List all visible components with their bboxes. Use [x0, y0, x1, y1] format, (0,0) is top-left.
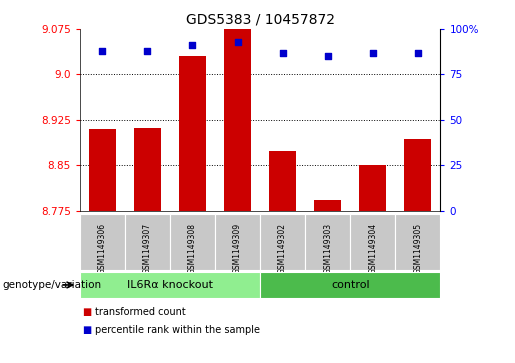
Bar — [404, 139, 431, 211]
Bar — [269, 151, 296, 211]
Text: GSM1149308: GSM1149308 — [188, 223, 197, 274]
Text: GSM1149307: GSM1149307 — [143, 223, 152, 274]
Bar — [89, 129, 116, 211]
Bar — [179, 56, 206, 211]
Bar — [314, 200, 341, 211]
Text: GSM1149305: GSM1149305 — [414, 223, 422, 274]
Text: transformed count: transformed count — [95, 307, 186, 317]
Text: control: control — [331, 280, 369, 290]
Text: GSM1149306: GSM1149306 — [98, 223, 107, 274]
Text: ■: ■ — [82, 307, 92, 317]
Point — [279, 50, 287, 56]
Bar — [80, 214, 125, 270]
Text: GSM1149304: GSM1149304 — [368, 223, 377, 274]
Bar — [359, 165, 386, 211]
Bar — [224, 29, 251, 211]
Text: GSM1149309: GSM1149309 — [233, 223, 242, 274]
Bar — [260, 272, 440, 298]
Point — [369, 50, 377, 56]
Bar — [134, 128, 161, 211]
Text: GSM1149303: GSM1149303 — [323, 223, 332, 274]
Bar — [350, 214, 396, 270]
Point — [323, 53, 332, 59]
Text: IL6Rα knockout: IL6Rα knockout — [127, 280, 213, 290]
Title: GDS5383 / 10457872: GDS5383 / 10457872 — [185, 12, 335, 26]
Bar — [260, 214, 305, 270]
Bar — [215, 214, 260, 270]
Point — [143, 48, 151, 54]
Text: percentile rank within the sample: percentile rank within the sample — [95, 325, 260, 335]
Point — [414, 50, 422, 56]
Text: ■: ■ — [82, 325, 92, 335]
Point — [188, 42, 197, 48]
Point — [98, 48, 107, 54]
Bar — [125, 214, 170, 270]
Bar — [396, 214, 440, 270]
Text: genotype/variation: genotype/variation — [3, 280, 101, 290]
Text: GSM1149302: GSM1149302 — [278, 223, 287, 274]
Point — [233, 39, 242, 45]
Bar — [305, 214, 350, 270]
Bar — [80, 272, 260, 298]
Bar — [170, 214, 215, 270]
